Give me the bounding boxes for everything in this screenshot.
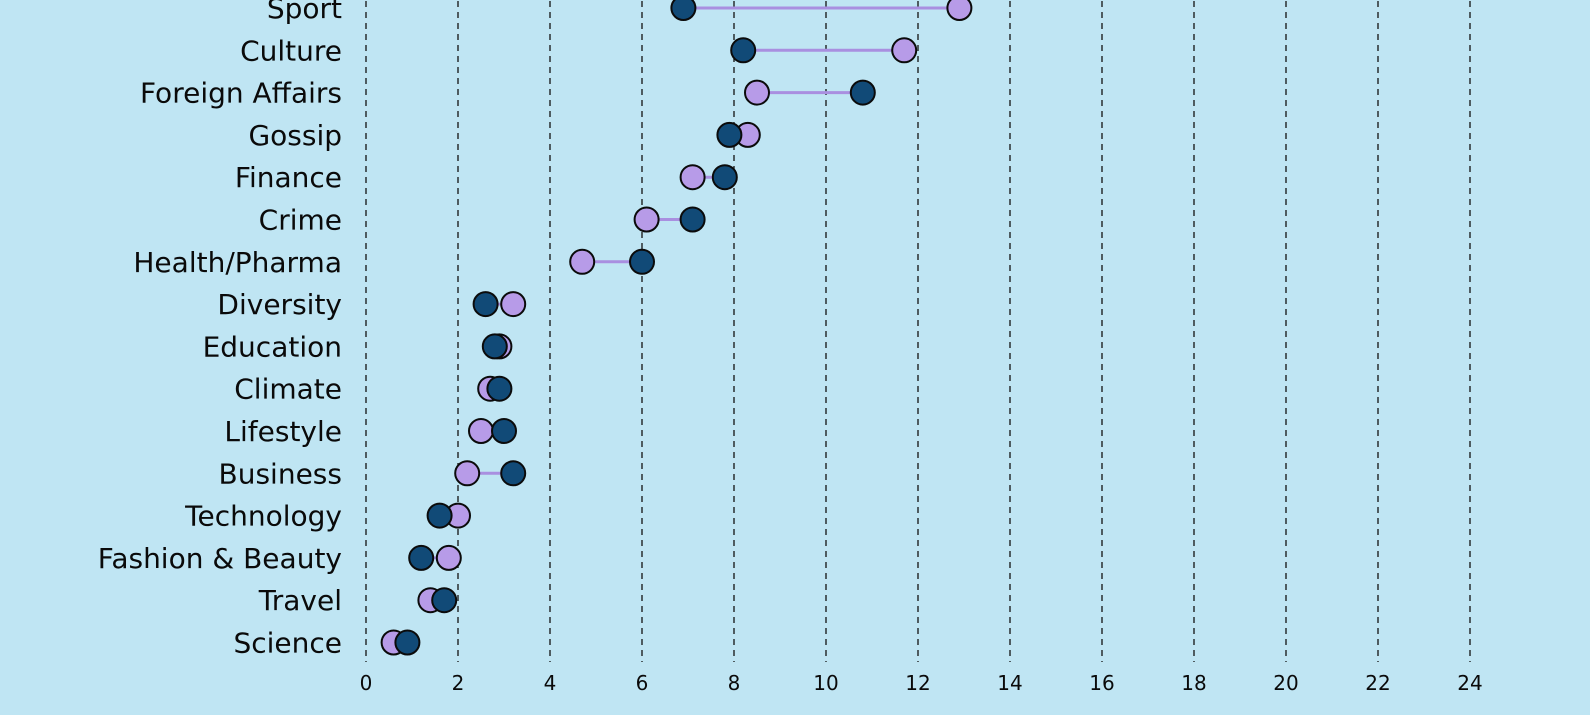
dot-series-a: [679, 164, 706, 191]
category-label: Culture: [240, 34, 342, 67]
dot-series-b: [408, 544, 435, 571]
category-label: Science: [233, 627, 342, 660]
dot-series-b: [730, 37, 757, 64]
category-label: Travel: [258, 584, 342, 617]
category-label: Fashion & Beauty: [98, 542, 342, 575]
category-label: Technology: [184, 500, 342, 533]
dot-layer: [380, 0, 973, 656]
category-label: Gossip: [248, 119, 342, 152]
dot-series-b: [629, 248, 655, 275]
x-tick-label: 16: [1089, 671, 1114, 695]
x-tick-label: 14: [997, 671, 1022, 695]
dot-series-b: [394, 629, 421, 656]
category-label: Education: [203, 330, 342, 363]
x-tick-label: 2: [452, 671, 465, 695]
grid-layer: [365, 0, 1471, 662]
category-labels: Sport Culture Foreign Affairs Gossip Finance…: [98, 0, 342, 660]
category-label: Sport: [267, 0, 342, 25]
category-label: Diversity: [217, 288, 342, 321]
dot-series-a: [500, 291, 527, 318]
dot-series-b: [481, 333, 508, 360]
dot-series-a: [435, 544, 462, 571]
dot-series-a: [468, 418, 494, 444]
x-tick-label: 0: [360, 671, 373, 695]
connector-layer: [393, 6, 960, 644]
category-label: Foreign Affairs: [140, 77, 342, 110]
dot-series-b: [711, 164, 738, 191]
category-label: Business: [219, 457, 342, 490]
x-tick-label: 4: [544, 671, 557, 695]
dot-series-a: [891, 37, 918, 64]
dot-series-a: [569, 248, 596, 275]
x-tick-label: 12: [905, 671, 930, 695]
dot-series-a: [454, 460, 481, 487]
dot-series-b: [670, 0, 697, 21]
dot-series-b: [431, 587, 458, 614]
x-tick-label: 8: [728, 671, 741, 695]
category-label: Health/Pharma: [133, 246, 342, 279]
x-tick-label: 22: [1365, 671, 1390, 695]
category-label: Finance: [235, 161, 342, 194]
dot-series-b: [426, 502, 453, 529]
dot-series-a: [744, 79, 770, 106]
dot-series-b: [491, 418, 517, 444]
dot-series-b: [679, 206, 706, 233]
dot-series-b: [500, 460, 527, 487]
dot-series-b: [472, 291, 499, 318]
category-label: Climate: [234, 373, 342, 406]
x-tick-label: 6: [636, 671, 649, 695]
dot-series-b: [486, 375, 513, 402]
x-tick-label: 24: [1457, 671, 1482, 695]
dot-series-a: [633, 206, 660, 233]
dot-series-a: [946, 0, 973, 21]
x-axis-ticks: 0 2 4 6 8 10 12 14 16 18 20 22 24: [360, 671, 1483, 695]
x-tick-label: 10: [813, 671, 838, 695]
category-label: Lifestyle: [224, 415, 342, 448]
dot-series-b: [716, 121, 743, 148]
x-tick-label: 20: [1273, 671, 1298, 695]
category-label: Crime: [259, 204, 342, 237]
dot-series-b: [849, 79, 876, 106]
x-tick-label: 18: [1181, 671, 1206, 695]
